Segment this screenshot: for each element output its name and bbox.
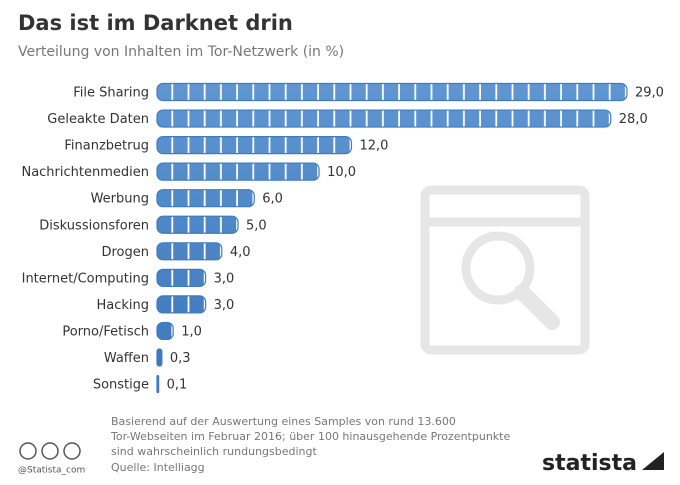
- value-label: 0,3: [170, 351, 191, 366]
- credit: @Statista_com: [18, 466, 85, 476]
- value-label: 3,0: [214, 298, 235, 313]
- license-icons: [19, 442, 81, 460]
- category-label: Finanzbetrug: [64, 139, 149, 154]
- bar: [156, 215, 239, 234]
- category-label: Drogen: [101, 245, 149, 260]
- value-label: 3,0: [214, 271, 235, 286]
- value-label: 4,0: [230, 245, 251, 260]
- category-label: Waffen: [104, 351, 149, 366]
- bar: [156, 242, 223, 261]
- category-label: Hacking: [96, 298, 149, 313]
- bar: [156, 268, 207, 287]
- category-label: Nachrichtenmedien: [21, 165, 149, 180]
- value-label: 0,1: [167, 378, 188, 393]
- brand: statista: [542, 451, 637, 476]
- bar: [156, 295, 207, 314]
- bar: [156, 374, 160, 394]
- bar: [156, 109, 612, 128]
- bar: [156, 321, 174, 341]
- value-label: 10,0: [327, 165, 356, 180]
- chart-title: Das ist im Darknet drin: [18, 11, 293, 35]
- bar: [156, 162, 320, 181]
- value-label: 1,0: [181, 324, 202, 339]
- source: Quelle: Intelliagg: [111, 461, 205, 474]
- chart-subtitle: Verteilung von Inhalten im Tor-Netzwerk …: [18, 44, 344, 60]
- brand-logo: [642, 452, 664, 470]
- note: Basierend auf der Auswertung eines Sampl…: [111, 415, 456, 428]
- bar: [156, 189, 255, 208]
- category-label: File Sharing: [73, 86, 149, 101]
- bar: [156, 82, 628, 102]
- value-label: 6,0: [262, 192, 283, 207]
- category-label: Diskussionsforen: [39, 218, 149, 233]
- category-label: Sonstige: [93, 378, 149, 393]
- value-label: 29,0: [635, 86, 664, 101]
- value-label: 5,0: [246, 218, 267, 233]
- note: Tor-Webseiten im Februar 2016; über 100 …: [110, 430, 510, 443]
- bar: [156, 136, 353, 155]
- note: sind wahrscheinlich rundungsbedingt: [111, 445, 317, 458]
- category-label: Geleakte Daten: [47, 112, 149, 127]
- bar: [156, 348, 163, 367]
- value-label: 28,0: [619, 112, 648, 127]
- category-label: Internet/Computing: [22, 271, 149, 286]
- category-label: Werbung: [91, 192, 149, 207]
- background-icon: [420, 185, 590, 355]
- value-label: 12,0: [359, 139, 388, 154]
- category-label: Porno/Fetisch: [62, 324, 149, 339]
